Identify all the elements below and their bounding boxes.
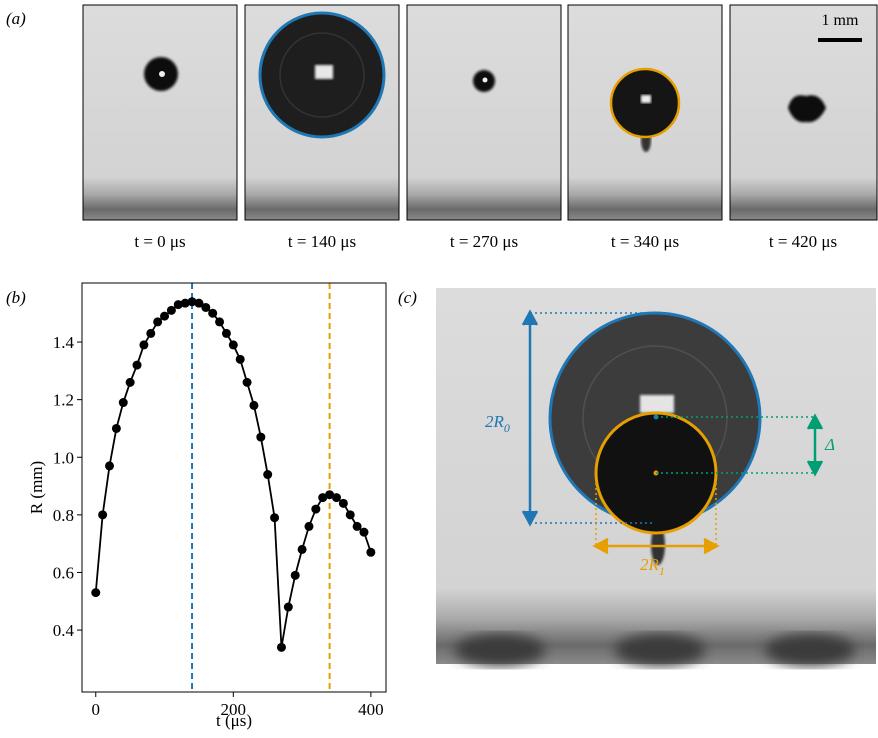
data-point	[263, 470, 273, 480]
arrow	[521, 309, 539, 527]
x-tick-label: 400	[358, 700, 384, 719]
arrow	[592, 537, 720, 555]
y-axis-label: R (mm)	[27, 461, 46, 514]
data-point	[146, 328, 156, 338]
data-point	[201, 302, 211, 312]
panel-label: (a)	[6, 9, 26, 28]
frame	[406, 4, 562, 221]
highlight	[159, 71, 165, 77]
data-point	[194, 298, 204, 308]
frame	[82, 4, 238, 221]
x-tick-label: 200	[221, 700, 247, 719]
panel-label: (b)	[6, 288, 26, 307]
photo-c: 2R0 2R1 Δ	[436, 288, 876, 666]
data-point	[235, 354, 245, 364]
data-point	[166, 305, 176, 315]
guide	[656, 416, 815, 474]
annotation-text: 2R	[640, 555, 660, 574]
data-point	[325, 490, 335, 500]
caption: t = 140 μs	[288, 232, 356, 251]
data-point	[352, 521, 362, 531]
data-point	[105, 461, 115, 471]
caption: t = 0 μs	[134, 232, 185, 251]
annotation-sub: 1	[659, 564, 665, 578]
y-tick-label: 0.4	[53, 621, 75, 640]
highlight	[482, 77, 488, 83]
data-point	[297, 544, 307, 554]
annotation: Δ	[824, 435, 835, 454]
annotation-text: 2R	[485, 412, 505, 431]
y-tick-label: 0.8	[53, 506, 74, 525]
data-point	[242, 377, 252, 387]
annotation-sub: 0	[504, 421, 510, 435]
guide	[530, 312, 655, 524]
caption: t = 270 μs	[450, 232, 518, 251]
caption: t = 340 μs	[611, 232, 679, 251]
data-point	[304, 521, 314, 531]
shadow	[455, 634, 545, 666]
data-point	[338, 498, 348, 508]
droplet	[788, 95, 826, 123]
frames	[82, 4, 878, 221]
highlight	[315, 65, 333, 79]
caption: t = 420 μs	[769, 232, 837, 251]
data-point	[359, 527, 369, 537]
y-tick-label: 1.4	[53, 333, 75, 352]
x-axis-label: t (μs)	[216, 711, 252, 730]
data-point	[98, 510, 108, 520]
data-point	[221, 328, 231, 338]
x-tick-label: 0	[92, 700, 101, 719]
annotation: 2R0	[485, 412, 510, 435]
data-point	[132, 360, 142, 370]
data-point	[318, 493, 328, 503]
data-point	[125, 377, 135, 387]
arrow	[806, 413, 824, 477]
data-point	[139, 340, 149, 350]
panel-label: (c)	[398, 288, 417, 307]
scale-label: 1 mm	[822, 12, 859, 29]
data-point	[331, 493, 341, 503]
y-tick-label: 1.2	[53, 391, 74, 410]
data-point	[256, 432, 266, 442]
data-point	[208, 308, 218, 318]
data-point	[249, 400, 259, 410]
annotation: 2R1	[640, 555, 665, 578]
highlight	[641, 95, 651, 103]
data-point	[215, 317, 225, 327]
data-point	[366, 547, 376, 557]
data-point	[111, 423, 121, 433]
data-point	[173, 300, 183, 310]
data-point	[345, 510, 355, 520]
data-point	[153, 317, 163, 327]
data-point	[187, 297, 197, 307]
data-point	[290, 570, 300, 580]
data-point	[276, 642, 286, 652]
ring	[279, 32, 365, 118]
plot-frame	[81, 282, 387, 693]
y-tick-label: 0.6	[53, 563, 74, 582]
data-point	[228, 340, 238, 350]
y-tick-label: 1.0	[53, 448, 74, 467]
highlight	[640, 395, 674, 413]
data-point	[283, 602, 293, 612]
data-point	[118, 398, 128, 408]
data-point	[270, 513, 280, 523]
data-point	[160, 311, 170, 321]
shadow	[615, 634, 705, 666]
data-point	[91, 588, 101, 598]
data-point	[311, 504, 321, 514]
data-point	[180, 298, 190, 308]
chart: 0.4 0.6 0.8 1.0 1.2 1.4 0 200 400 t (μs) R (mm)	[27, 282, 387, 730]
shadow	[765, 634, 855, 666]
